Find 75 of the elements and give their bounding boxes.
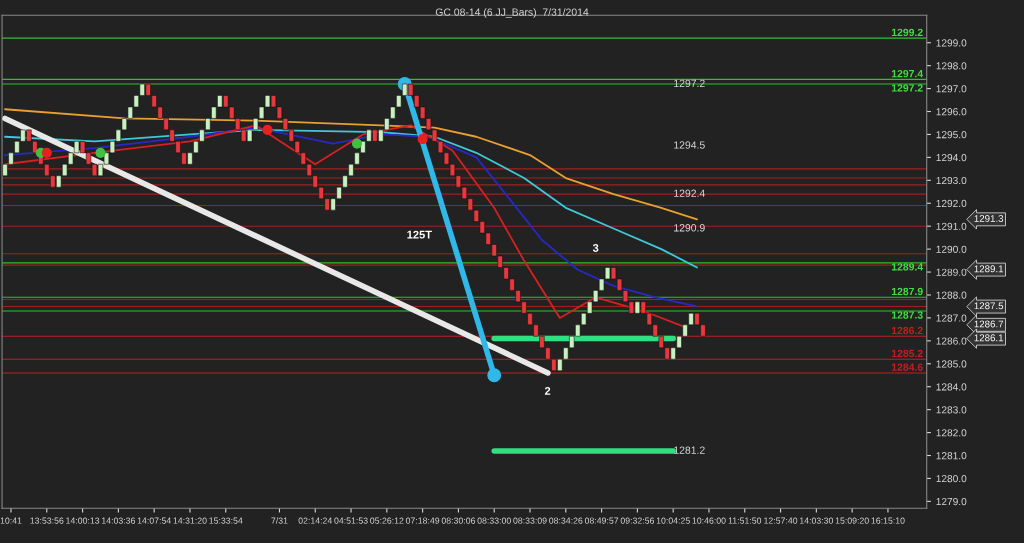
annotation: 3 [592,244,599,252]
x-tick-label: 10:04:25 [656,517,690,524]
x-tick-label: 10:46:00 [692,517,726,524]
ref-line-label: 1285.2 [891,349,923,358]
x-tick-label: 12:57:40 [764,517,798,524]
x-tick-label: 15:33:54 [209,517,243,524]
x-tick-label: 14:31:20 [173,517,207,524]
ref-line-label: 1286.2 [891,326,923,335]
x-tick-label: 07:18:49 [405,517,440,524]
text: 1286.7 [974,320,1004,328]
y-tick-label: 1282.0 [936,429,967,437]
x-tick-label: 04:51:53 [334,517,368,524]
x-tick-label: 08:49:57 [584,517,619,524]
annotation: 2 [544,387,551,395]
y-tick-label: 1279.0 [936,497,967,506]
annotation: 1281.2 [674,446,705,454]
x-tick-label: 05:26:12 [370,517,404,524]
y-tick-label: 1284.0 [936,383,967,391]
point [41,147,52,158]
ref-line-label: 1287.9 [891,287,923,296]
y-tick-label: 1289.0 [936,268,967,276]
y-tick-label: 1283.0 [936,406,967,414]
annotation: 1290.9 [674,224,705,232]
y-tick-label: 1297.0 [936,85,967,93]
y-tick-label: 1281.0 [936,452,967,460]
point [487,368,502,383]
annotation: 125T [407,230,432,239]
point [262,124,273,135]
x-tick-label: 08:33:09 [513,517,547,524]
x-tick-label: 14:00:13 [66,517,100,524]
point [95,147,106,158]
x-tick-label: 08:33:00 [477,517,511,524]
annotation: 1292.4 [674,189,705,197]
x-tick-label: 14:03:36 [102,517,136,524]
x-tick-label: 13:53:56 [30,517,64,524]
y-tick-label: 1290.0 [936,245,967,253]
x-tick-label: 16:15:10 [871,517,905,524]
point [417,133,428,145]
x-tick-label: 09:32:56 [620,517,655,524]
chart-title: GC 08-14 (6 JJ_Bars) 7/31/2014 [435,8,589,18]
ref-line-label: 1299.2 [891,28,923,37]
y-tick-label: 1291.0 [936,222,967,230]
y-tick-label: 1280.0 [936,475,967,483]
x-tick-label: 14:07:54 [137,517,171,524]
ref-line-label: 1289.4 [891,263,924,271]
annotation: 1294.5 [674,141,705,149]
y-tick-label: 1287.0 [936,314,967,322]
ref-line-label: 1287.3 [891,311,923,319]
x-tick-label: 10:41 [0,517,22,524]
x-tick-label: 02:14:24 [298,517,333,524]
x-tick-label: 7/31 [271,517,288,524]
y-tick-label: 1292.0 [936,199,967,208]
y-tick-label: 1295.0 [936,131,967,139]
annotation: 1297.2 [674,79,705,88]
y-tick-label: 1286.0 [936,337,967,345]
x-tick-label: 15:09:20 [835,517,869,524]
text: 1287.5 [974,302,1004,310]
y-tick-label: 1298.0 [936,62,967,70]
text: 1289.1 [974,265,1004,273]
x-tick-label: 08:34:26 [549,517,583,524]
y-tick-label: 1288.0 [936,291,967,299]
point [351,138,363,149]
y-tick-label: 1299.0 [936,39,967,47]
y-tick-label: 1294.0 [936,153,967,162]
x-tick-label: 14:03:30 [799,517,834,524]
ref-line-label: 1284.6 [891,363,923,371]
ref-line-label: 1297.4 [891,69,924,78]
x-tick-label: 08:30:06 [441,517,476,524]
ref-line-label: 1297.2 [891,84,923,92]
text: 1286.1 [974,334,1004,342]
text: 1291.3 [974,215,1004,222]
y-tick-label: 1285.0 [936,360,967,368]
y-tick-label: 1293.0 [936,176,967,185]
y-tick-label: 1296.0 [936,108,967,116]
x-tick-label: 11:51:50 [728,517,762,524]
